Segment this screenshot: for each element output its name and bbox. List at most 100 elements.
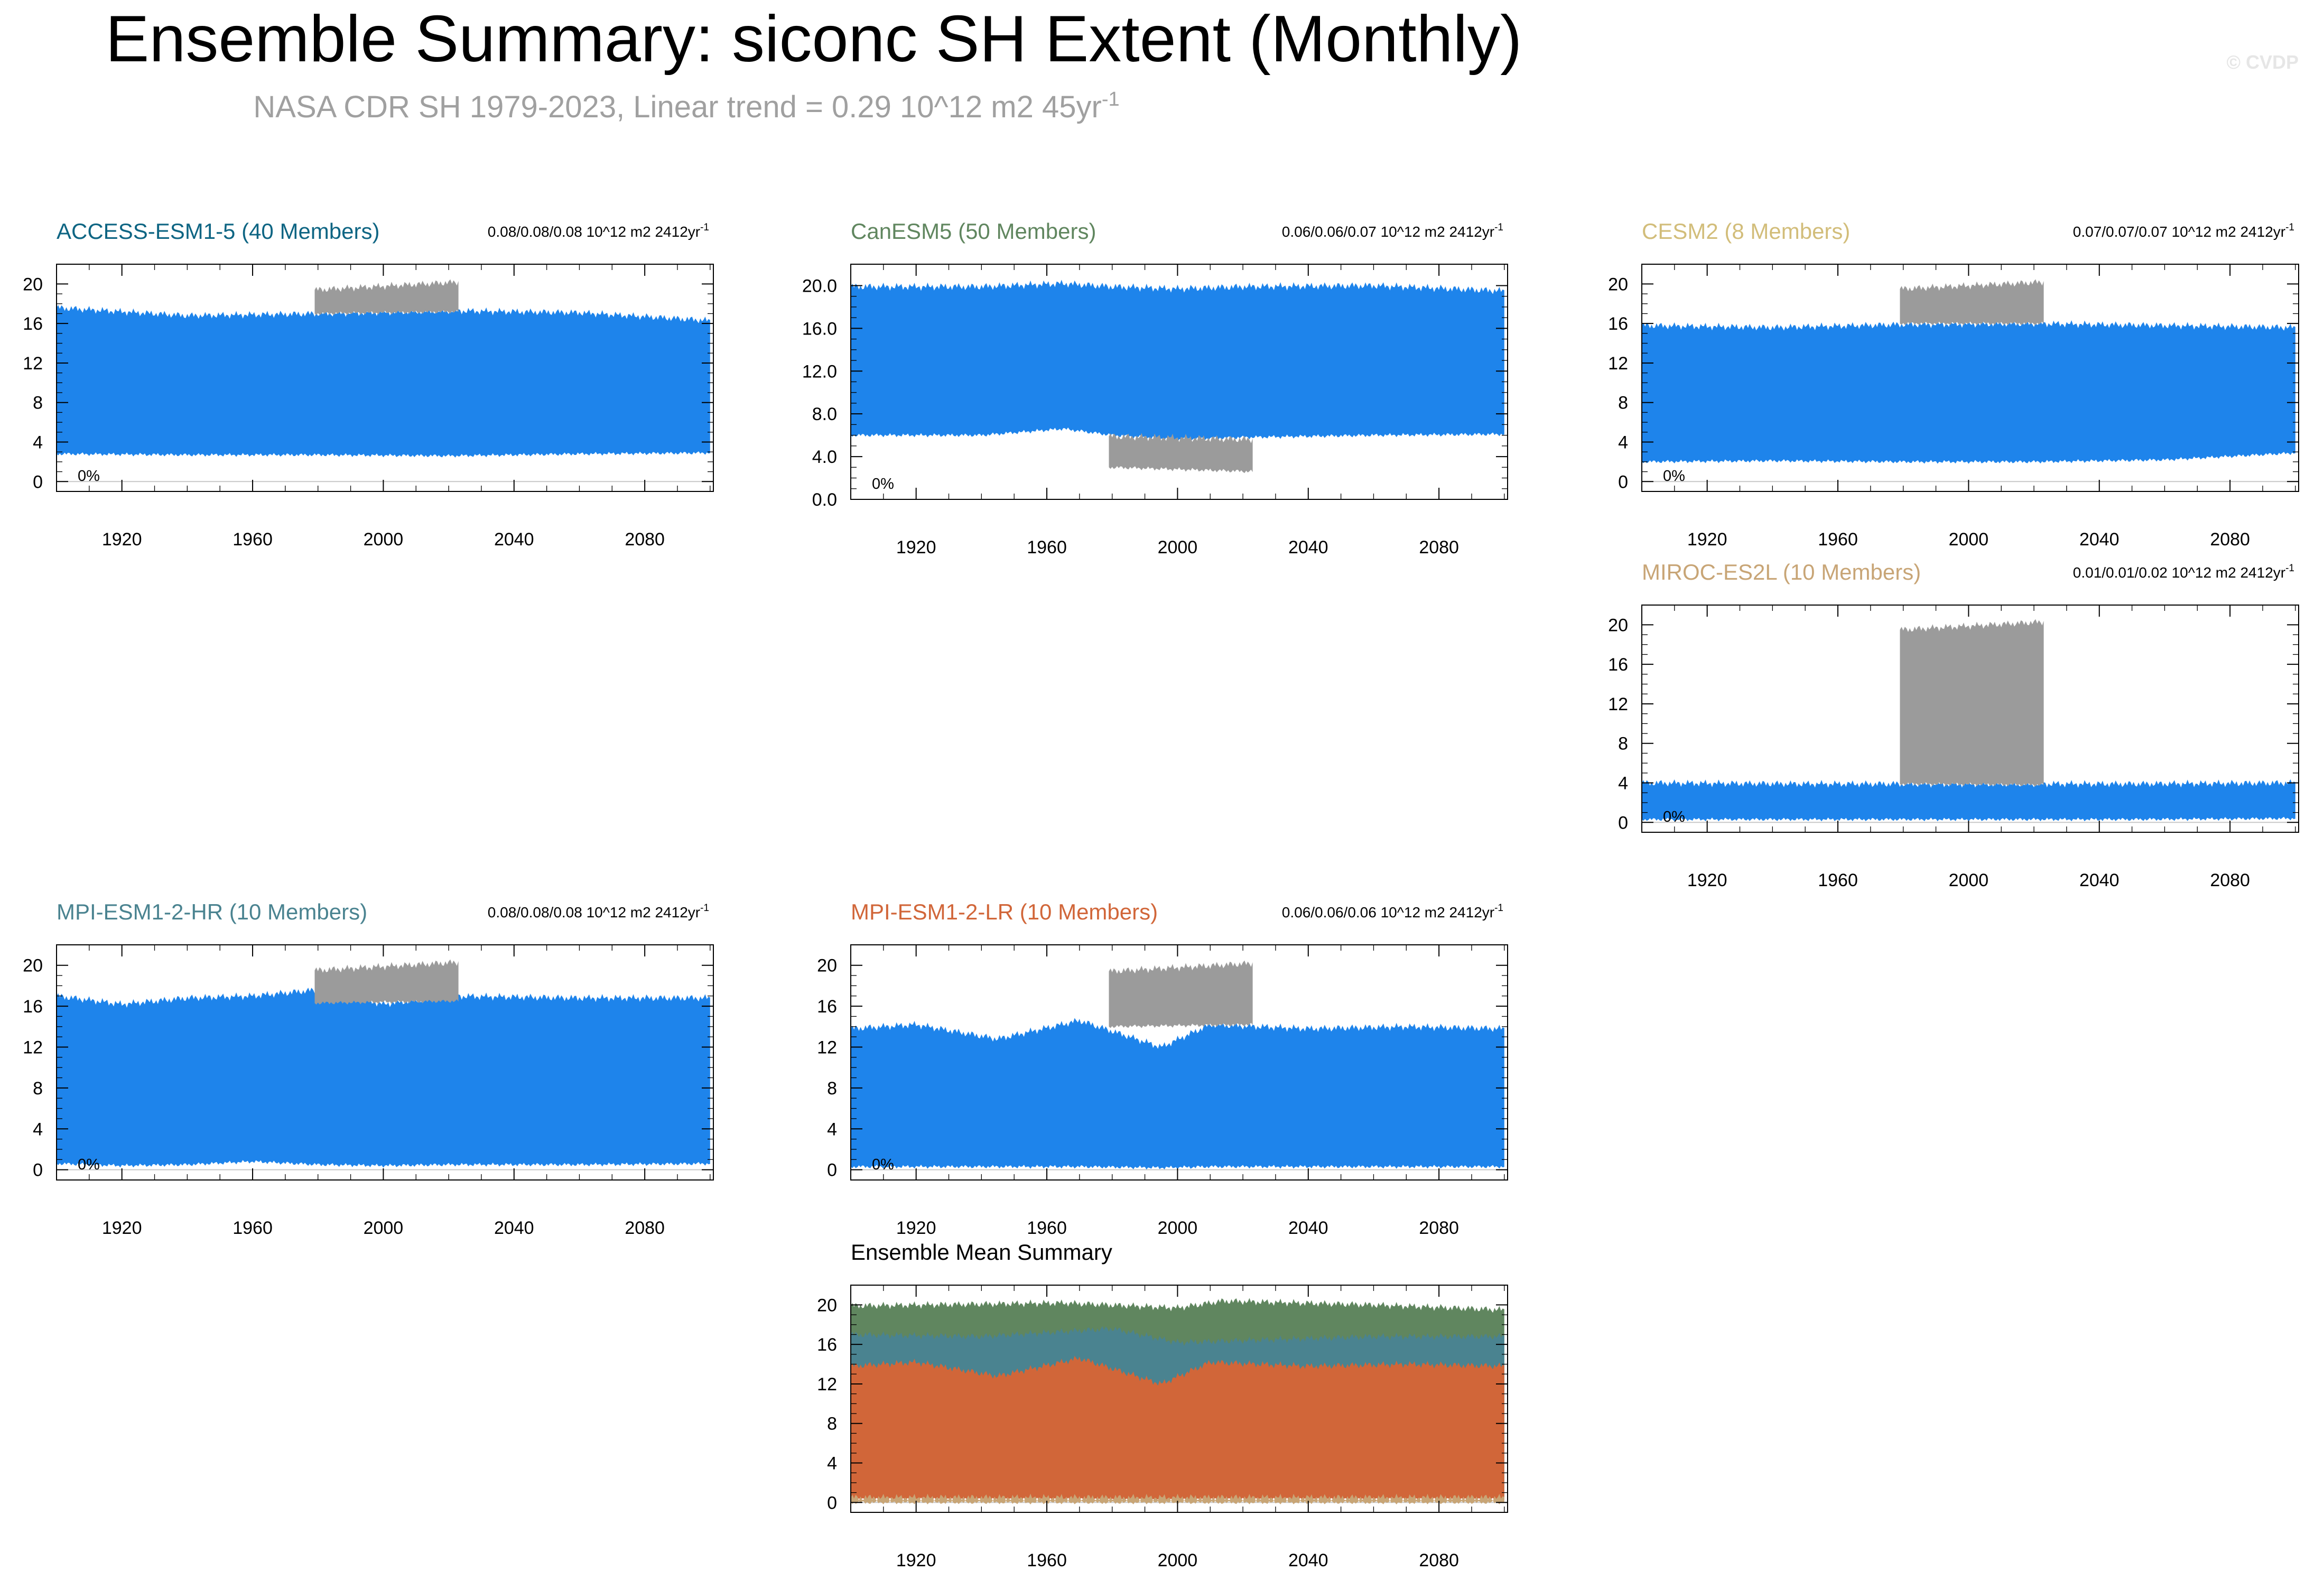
panel-title-mpi-esm1-2-hr-10-members: MPI-ESM1-2-HR (10 Members) — [57, 899, 367, 924]
ytick-label-0: 0 — [33, 472, 43, 492]
ytick-label-0: 0.0 — [812, 490, 837, 510]
trend-text: 0.01/0.01/0.02 10^12 m2 2412yr — [2073, 564, 2285, 581]
trend-annotation-cesm2-8-members: 0.07/0.07/0.07 10^12 m2 2412yr-1 — [2073, 222, 2294, 240]
xtick-label-2080: 2080 — [1419, 1218, 1459, 1238]
xtick-label-2000: 2000 — [1949, 870, 1989, 890]
xtick-label-2080: 2080 — [2210, 870, 2250, 890]
trend-sup: -1 — [700, 222, 709, 233]
series-band-miroc-es2l — [851, 1493, 1504, 1504]
ytick-label-12: 12.0 — [802, 361, 837, 382]
ytick-label-0: 0 — [827, 1160, 837, 1181]
ytick-label-8: 8 — [827, 1079, 837, 1099]
ytick-label-8: 8 — [827, 1414, 837, 1434]
plot-frame-cesm2-8-members — [1641, 264, 2299, 492]
xtick-label-2080: 2080 — [625, 529, 665, 550]
panel-title-access-esm1-5-40-members: ACCESS-ESM1-5 (40 Members) — [57, 219, 379, 244]
panel-miroc-es2l-10-members: MIROC-ES2L (10 Members) 0.01/0.01/0.02 10… — [1608, 560, 2299, 890]
xtick-label-1960: 1960 — [1027, 537, 1067, 557]
ytick-label-20: 20 — [1608, 615, 1628, 635]
model-ensemble-band-canesm5-50-members — [851, 280, 1504, 442]
ytick-label-16: 16 — [23, 997, 43, 1017]
xtick-label-2000: 2000 — [364, 529, 404, 550]
xtick-label-2040: 2040 — [2079, 529, 2120, 550]
panel-title-cesm2-8-members: CESM2 (8 Members) — [1642, 219, 1850, 244]
plot-frame-access-esm1-5-40-members — [56, 264, 714, 492]
xtick-label-2040: 2040 — [494, 529, 534, 550]
xtick-label-1920: 1920 — [102, 529, 142, 550]
panel-title-miroc-es2l-10-members: MIROC-ES2L (10 Members) — [1642, 560, 1921, 584]
figure-subtitle: NASA CDR SH 1979-2023, Linear trend = 0.… — [253, 88, 1119, 124]
trend-annotation-canesm5-50-members: 0.06/0.06/0.07 10^12 m2 2412yr-1 — [1282, 222, 1503, 240]
ytick-label-16: 16 — [23, 314, 43, 334]
trend-annotation-miroc-es2l-10-members: 0.01/0.01/0.02 10^12 m2 2412yr-1 — [2073, 563, 2294, 581]
percent-label-cesm2-8-members: 0% — [1663, 468, 1685, 485]
trend-text: 0.08/0.08/0.08 10^12 m2 2412yr — [488, 904, 700, 921]
xtick-label-2040: 2040 — [1288, 1550, 1328, 1570]
plot-frame-mpi-esm1-2-hr-10-members — [56, 944, 714, 1181]
ytick-label-16: 16 — [817, 997, 837, 1017]
xtick-label-1960: 1960 — [233, 1218, 273, 1238]
panel-mpi-esm1-2-lr-10-members: MPI-ESM1-2-LR (10 Members) 0.06/0.06/0.06… — [817, 899, 1508, 1238]
xtick-label-2080: 2080 — [1419, 1550, 1459, 1570]
ytick-label-8: 8 — [33, 393, 43, 413]
observation-band-cesm2-8-members — [1900, 279, 2044, 326]
xtick-label-2040: 2040 — [494, 1218, 534, 1238]
ytick-label-4: 4 — [1618, 433, 1628, 453]
ytick-label-16: 16.0 — [802, 319, 837, 339]
percent-label-mpi-esm1-2-lr-10-members: 0% — [872, 1156, 894, 1173]
xtick-label-1960: 1960 — [233, 529, 273, 550]
trend-sup: -1 — [700, 903, 709, 914]
percent-label-access-esm1-5-40-members: 0% — [78, 468, 100, 485]
xtick-label-2040: 2040 — [1288, 537, 1328, 557]
panel-access-esm1-5-40-members: ACCESS-ESM1-5 (40 Members) 0.08/0.08/0.08… — [23, 219, 714, 550]
model-ensemble-band-cesm2-8-members — [1642, 320, 2295, 464]
ytick-label-12: 12 — [1608, 694, 1628, 714]
ytick-label-8: 8 — [33, 1079, 43, 1099]
plot-frame-ensemble-mean-summary — [850, 1285, 1508, 1513]
ytick-label-4: 4 — [1618, 774, 1628, 794]
ytick-label-12: 12 — [23, 1037, 43, 1057]
trend-sup: -1 — [2285, 563, 2294, 574]
observation-band-canesm5-50-members — [1109, 433, 1253, 473]
ytick-label-4: 4.0 — [812, 447, 837, 467]
trend-annotation-mpi-esm1-2-hr-10-members: 0.08/0.08/0.08 10^12 m2 2412yr-1 — [488, 903, 709, 921]
ytick-label-20: 20 — [1608, 274, 1628, 294]
xtick-label-2040: 2040 — [1288, 1218, 1328, 1238]
trend-sup: -1 — [1494, 903, 1503, 914]
percent-label-mpi-esm1-2-hr-10-members: 0% — [78, 1156, 100, 1173]
xtick-label-2080: 2080 — [1419, 537, 1459, 557]
xtick-label-1960: 1960 — [1027, 1218, 1067, 1238]
ytick-label-8: 8.0 — [812, 404, 837, 424]
model-ensemble-band-mpi-esm1-2-hr-10-members — [57, 988, 710, 1168]
panel-ensemble-mean-summary: Ensemble Mean Summary 0 4 8 12 16 20 1920 1960 20… — [817, 1240, 1508, 1570]
ytick-label-8: 8 — [1618, 393, 1628, 413]
trend-text: 0.06/0.06/0.07 10^12 m2 2412yr — [1282, 224, 1494, 240]
ytick-label-0: 0 — [827, 1493, 837, 1513]
xtick-label-2080: 2080 — [2210, 529, 2250, 550]
figure-title: Ensemble Summary: siconc SH Extent (Mont… — [106, 3, 1522, 76]
xtick-label-2000: 2000 — [1158, 1550, 1198, 1570]
trend-text: 0.06/0.06/0.06 10^12 m2 2412yr — [1282, 904, 1494, 921]
model-ensemble-band-mpi-esm1-2-lr-10-members — [851, 1018, 1504, 1170]
xtick-label-1960: 1960 — [1818, 870, 1858, 890]
ytick-label-4: 4 — [33, 1119, 43, 1139]
ytick-label-8: 8 — [1618, 734, 1628, 754]
xtick-label-2040: 2040 — [2079, 870, 2120, 890]
xtick-label-2000: 2000 — [1158, 537, 1198, 557]
xtick-label-2000: 2000 — [1949, 529, 1989, 550]
observation-band-access-esm1-5-40-members — [314, 279, 459, 315]
xtick-label-2000: 2000 — [1158, 1218, 1198, 1238]
ytick-label-16: 16 — [1608, 314, 1628, 334]
panel-title-ensemble-mean-summary: Ensemble Mean Summary — [851, 1240, 1112, 1265]
ytick-label-16: 16 — [1608, 655, 1628, 675]
panel-title-canesm5-50-members: CanESM5 (50 Members) — [851, 219, 1096, 244]
ytick-label-12: 12 — [23, 354, 43, 374]
ytick-label-4: 4 — [33, 433, 43, 453]
ytick-label-20: 20 — [23, 956, 43, 976]
ytick-label-20: 20.0 — [802, 276, 837, 296]
model-ensemble-band-access-esm1-5-40-members — [57, 305, 710, 458]
xtick-label-1920: 1920 — [896, 537, 936, 557]
xtick-label-1920: 1920 — [896, 1550, 936, 1570]
ytick-label-20: 20 — [817, 1295, 837, 1315]
trend-annotation-mpi-esm1-2-lr-10-members: 0.06/0.06/0.06 10^12 m2 2412yr-1 — [1282, 903, 1503, 921]
